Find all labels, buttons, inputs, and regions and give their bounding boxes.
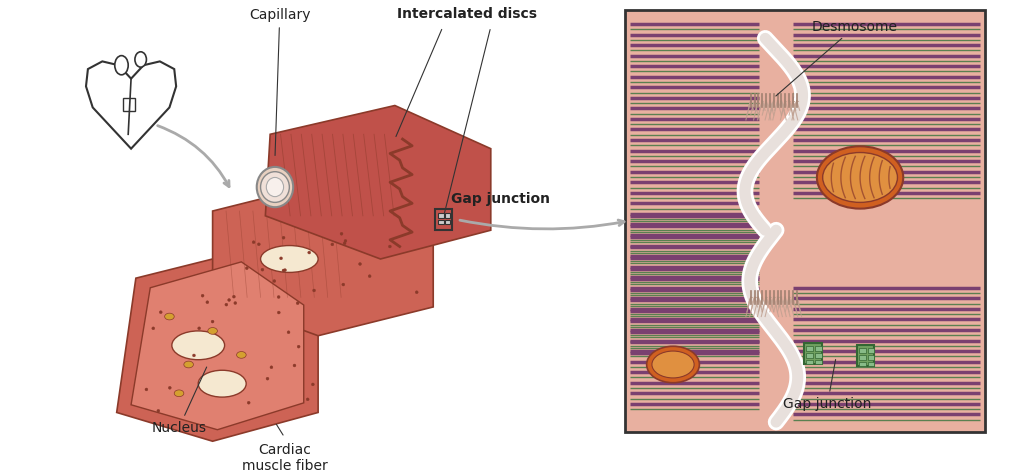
Ellipse shape: [282, 269, 285, 272]
Ellipse shape: [261, 172, 289, 202]
Ellipse shape: [135, 52, 147, 67]
Ellipse shape: [284, 268, 286, 271]
Ellipse shape: [165, 313, 174, 320]
Ellipse shape: [247, 401, 250, 404]
Bar: [123, 98, 135, 111]
Ellipse shape: [369, 275, 372, 278]
Text: Gap junction: Gap junction: [783, 359, 871, 411]
Ellipse shape: [389, 245, 391, 248]
Ellipse shape: [344, 239, 347, 242]
Ellipse shape: [206, 301, 209, 304]
Ellipse shape: [261, 246, 318, 272]
Bar: [867, 362, 874, 367]
Bar: [806, 346, 813, 351]
Bar: [867, 348, 874, 353]
Ellipse shape: [307, 251, 310, 254]
Ellipse shape: [312, 383, 315, 386]
Ellipse shape: [816, 146, 903, 208]
Ellipse shape: [115, 56, 128, 75]
Ellipse shape: [199, 370, 246, 397]
Ellipse shape: [343, 242, 346, 245]
Text: Gap junction: Gap junction: [451, 192, 551, 206]
Bar: [806, 353, 813, 358]
Ellipse shape: [266, 377, 269, 380]
Ellipse shape: [245, 267, 248, 269]
Text: Desmosome: Desmosome: [776, 20, 898, 96]
Bar: [859, 362, 866, 367]
Bar: [815, 346, 822, 351]
Ellipse shape: [652, 351, 694, 378]
Ellipse shape: [257, 167, 293, 207]
Ellipse shape: [232, 295, 235, 298]
Bar: [438, 219, 444, 225]
Ellipse shape: [197, 327, 201, 330]
Bar: [806, 360, 813, 365]
Ellipse shape: [280, 257, 282, 260]
Bar: [815, 360, 822, 365]
Ellipse shape: [258, 243, 261, 246]
Ellipse shape: [340, 232, 343, 235]
Bar: [804, 343, 822, 365]
Ellipse shape: [277, 296, 280, 298]
Bar: [815, 353, 822, 358]
Ellipse shape: [184, 361, 193, 368]
Polygon shape: [117, 249, 318, 441]
Text: Intercalated discs: Intercalated discs: [397, 7, 536, 21]
Ellipse shape: [415, 291, 418, 294]
Bar: [859, 348, 866, 353]
Ellipse shape: [174, 390, 184, 397]
Bar: [857, 345, 874, 367]
Ellipse shape: [297, 345, 300, 348]
Ellipse shape: [293, 364, 296, 367]
Bar: [445, 219, 451, 225]
Ellipse shape: [225, 303, 228, 306]
Polygon shape: [86, 61, 176, 149]
Polygon shape: [213, 178, 434, 336]
Ellipse shape: [342, 283, 345, 286]
Ellipse shape: [331, 243, 334, 246]
Ellipse shape: [211, 320, 214, 323]
Ellipse shape: [172, 331, 225, 360]
Ellipse shape: [261, 268, 264, 271]
Ellipse shape: [157, 409, 160, 412]
Ellipse shape: [646, 346, 699, 383]
Ellipse shape: [168, 387, 171, 389]
Ellipse shape: [273, 279, 276, 282]
Bar: [435, 209, 452, 230]
Ellipse shape: [287, 331, 290, 334]
Ellipse shape: [152, 327, 155, 330]
Ellipse shape: [267, 178, 284, 197]
Ellipse shape: [296, 302, 299, 305]
Polygon shape: [266, 106, 491, 259]
Text: Capillary: Capillary: [249, 8, 310, 156]
Ellipse shape: [145, 388, 148, 391]
Bar: [438, 213, 444, 218]
Ellipse shape: [236, 352, 246, 358]
Bar: [867, 355, 874, 360]
Ellipse shape: [282, 236, 285, 239]
Bar: [445, 213, 451, 218]
Ellipse shape: [358, 263, 361, 266]
Ellipse shape: [277, 311, 280, 314]
Ellipse shape: [270, 366, 273, 369]
Ellipse shape: [208, 327, 218, 334]
Ellipse shape: [192, 354, 195, 357]
Ellipse shape: [313, 289, 316, 292]
Ellipse shape: [306, 398, 309, 401]
Bar: [859, 355, 866, 360]
Ellipse shape: [252, 241, 256, 244]
Ellipse shape: [202, 294, 204, 297]
Text: Nucleus: Nucleus: [152, 367, 207, 435]
Ellipse shape: [228, 298, 230, 301]
Ellipse shape: [159, 311, 162, 314]
Ellipse shape: [823, 152, 898, 202]
Bar: [625, 10, 984, 432]
Polygon shape: [131, 262, 303, 430]
Ellipse shape: [234, 302, 237, 305]
Text: Cardiac
muscle fiber: Cardiac muscle fiber: [241, 443, 328, 473]
